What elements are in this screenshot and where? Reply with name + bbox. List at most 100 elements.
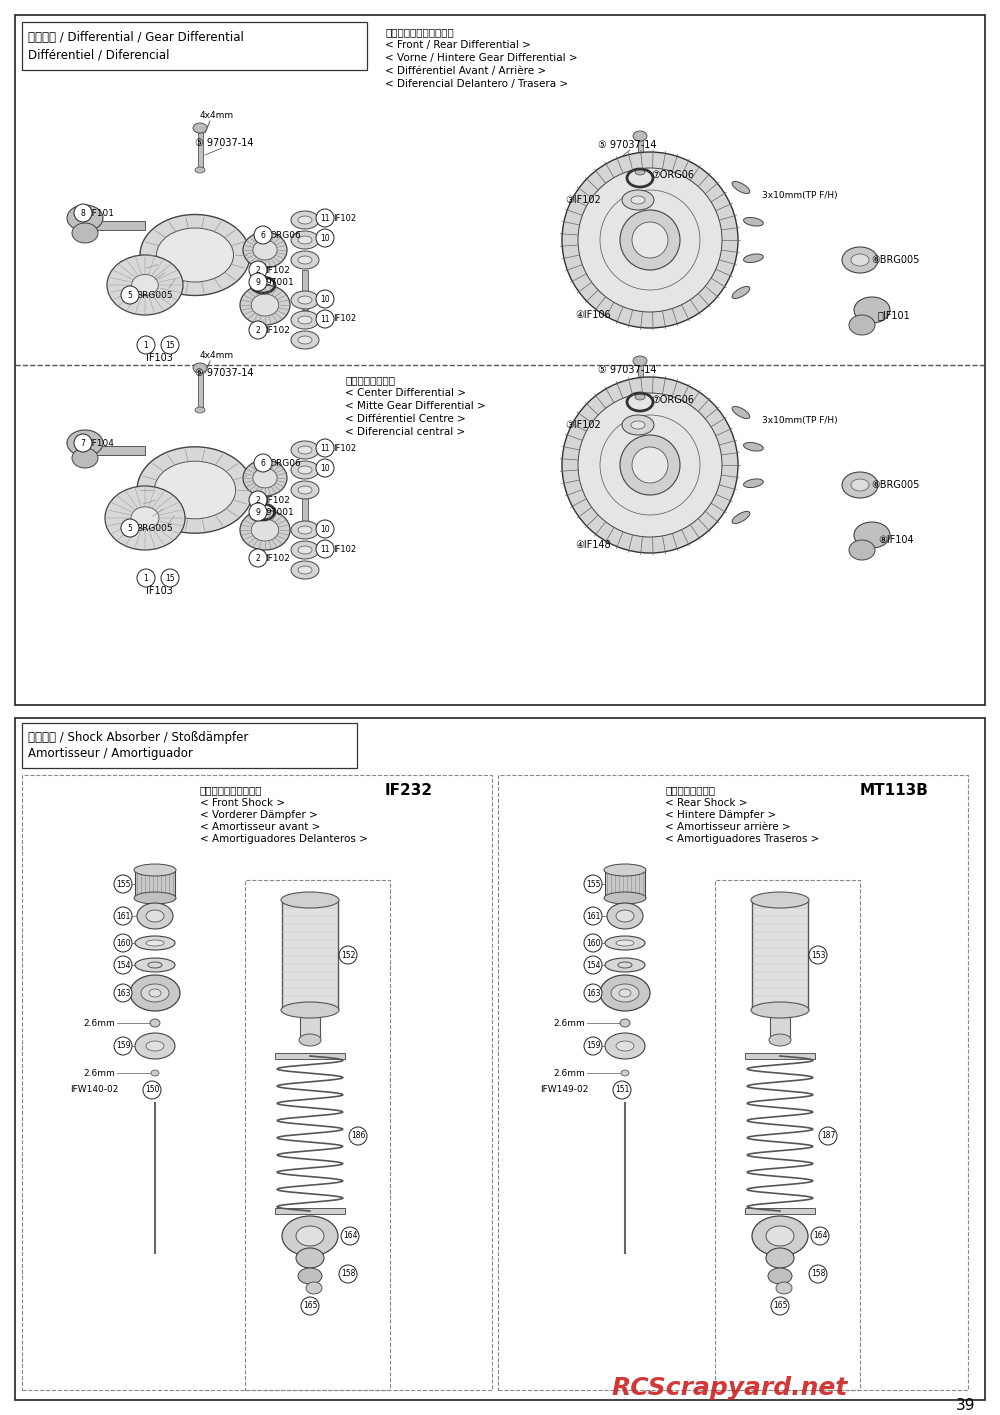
- Text: IFW140-02: IFW140-02: [70, 1085, 118, 1094]
- Ellipse shape: [146, 1041, 164, 1051]
- Ellipse shape: [851, 480, 869, 491]
- Ellipse shape: [584, 957, 602, 974]
- Text: 2.6mm: 2.6mm: [83, 1019, 115, 1027]
- Ellipse shape: [619, 989, 631, 998]
- Ellipse shape: [316, 290, 334, 308]
- Ellipse shape: [291, 461, 319, 480]
- Text: 3x10mm(TP F/H): 3x10mm(TP F/H): [762, 416, 838, 424]
- Ellipse shape: [744, 218, 763, 226]
- Ellipse shape: [341, 1227, 359, 1245]
- Ellipse shape: [156, 228, 234, 282]
- Ellipse shape: [121, 519, 139, 538]
- Text: IF102: IF102: [265, 495, 290, 505]
- Ellipse shape: [281, 891, 339, 908]
- Ellipse shape: [316, 541, 334, 558]
- Ellipse shape: [291, 560, 319, 579]
- Text: 160: 160: [586, 938, 600, 948]
- Text: 5: 5: [128, 524, 132, 532]
- Ellipse shape: [298, 296, 312, 304]
- Text: IF232: IF232: [385, 782, 433, 798]
- Text: IF103: IF103: [146, 586, 173, 596]
- Text: ⑤ 97037-14: ⑤ 97037-14: [598, 365, 656, 375]
- Ellipse shape: [605, 1033, 645, 1058]
- Text: 2: 2: [256, 553, 260, 563]
- Text: Amortisseur / Amortiguador: Amortisseur / Amortiguador: [28, 747, 193, 760]
- Bar: [85, 446, 145, 456]
- Ellipse shape: [85, 222, 95, 228]
- Ellipse shape: [150, 1019, 160, 1027]
- Text: < Diferencial Delantero / Trasera >: < Diferencial Delantero / Trasera >: [385, 79, 568, 89]
- Ellipse shape: [107, 255, 183, 316]
- Ellipse shape: [251, 294, 279, 316]
- Text: ⑦ORG06: ⑦ORG06: [651, 170, 694, 180]
- Ellipse shape: [291, 211, 319, 229]
- Text: 8: 8: [81, 208, 85, 218]
- Text: 154: 154: [586, 961, 600, 969]
- Text: ③IF102: ③IF102: [565, 195, 601, 205]
- Text: RCScrapyard.net: RCScrapyard.net: [612, 1375, 848, 1399]
- Ellipse shape: [253, 241, 277, 260]
- Ellipse shape: [254, 226, 272, 243]
- Ellipse shape: [316, 209, 334, 226]
- Bar: [85, 221, 145, 231]
- Ellipse shape: [291, 291, 319, 308]
- Ellipse shape: [161, 335, 179, 354]
- Ellipse shape: [146, 910, 164, 923]
- Bar: [300, 1010, 320, 1040]
- Bar: [22, 723, 357, 768]
- Text: ⑤ 97037-14: ⑤ 97037-14: [195, 368, 254, 378]
- Text: 165: 165: [303, 1302, 317, 1310]
- Text: 186: 186: [351, 1132, 365, 1140]
- Ellipse shape: [291, 231, 319, 249]
- Text: < Diferencial central >: < Diferencial central >: [345, 427, 465, 437]
- Bar: [135, 870, 175, 899]
- Text: ⑥BRG005: ⑥BRG005: [871, 480, 919, 490]
- Text: < Front Shock >: < Front Shock >: [200, 798, 285, 808]
- Text: 3x10mm(TP F/H): 3x10mm(TP F/H): [762, 191, 838, 200]
- Ellipse shape: [631, 422, 645, 429]
- Bar: [715, 880, 860, 1390]
- Ellipse shape: [291, 521, 319, 539]
- Ellipse shape: [809, 947, 827, 964]
- Ellipse shape: [240, 509, 290, 550]
- Ellipse shape: [849, 541, 875, 560]
- Ellipse shape: [622, 415, 654, 434]
- Text: < Amortiguadores Traseros >: < Amortiguadores Traseros >: [665, 833, 819, 843]
- Text: 152: 152: [341, 951, 355, 959]
- Text: 11: 11: [320, 314, 330, 324]
- Ellipse shape: [776, 1282, 792, 1293]
- Ellipse shape: [146, 940, 164, 947]
- Ellipse shape: [584, 934, 602, 952]
- Ellipse shape: [316, 458, 334, 477]
- Ellipse shape: [135, 1033, 175, 1058]
- Bar: [198, 130, 203, 170]
- Ellipse shape: [74, 434, 92, 451]
- Text: ⑧IF104: ⑧IF104: [878, 535, 914, 545]
- Ellipse shape: [613, 1081, 631, 1099]
- Ellipse shape: [578, 393, 722, 538]
- Ellipse shape: [633, 132, 647, 142]
- Ellipse shape: [121, 286, 139, 304]
- Text: 151: 151: [615, 1085, 629, 1094]
- Text: ダンパー / Shock Absorber / Stoßdämpfer: ダンパー / Shock Absorber / Stoßdämpfer: [28, 730, 248, 743]
- Ellipse shape: [562, 151, 738, 328]
- Ellipse shape: [135, 958, 175, 972]
- Ellipse shape: [635, 359, 645, 366]
- Text: 2.6mm: 2.6mm: [83, 1068, 115, 1077]
- Text: ⑸IF101: ⑸IF101: [878, 310, 911, 320]
- Text: 163: 163: [116, 989, 130, 998]
- Bar: [245, 880, 390, 1390]
- Ellipse shape: [635, 168, 645, 175]
- Text: 155: 155: [116, 880, 130, 889]
- Text: 1: 1: [144, 341, 148, 350]
- Ellipse shape: [134, 865, 176, 876]
- Ellipse shape: [249, 273, 267, 291]
- Bar: [605, 870, 645, 899]
- Text: 161: 161: [586, 911, 600, 921]
- Ellipse shape: [349, 1126, 367, 1145]
- Ellipse shape: [299, 1034, 321, 1046]
- Ellipse shape: [195, 408, 205, 413]
- Bar: [302, 498, 308, 538]
- Ellipse shape: [67, 430, 103, 456]
- Ellipse shape: [607, 903, 643, 930]
